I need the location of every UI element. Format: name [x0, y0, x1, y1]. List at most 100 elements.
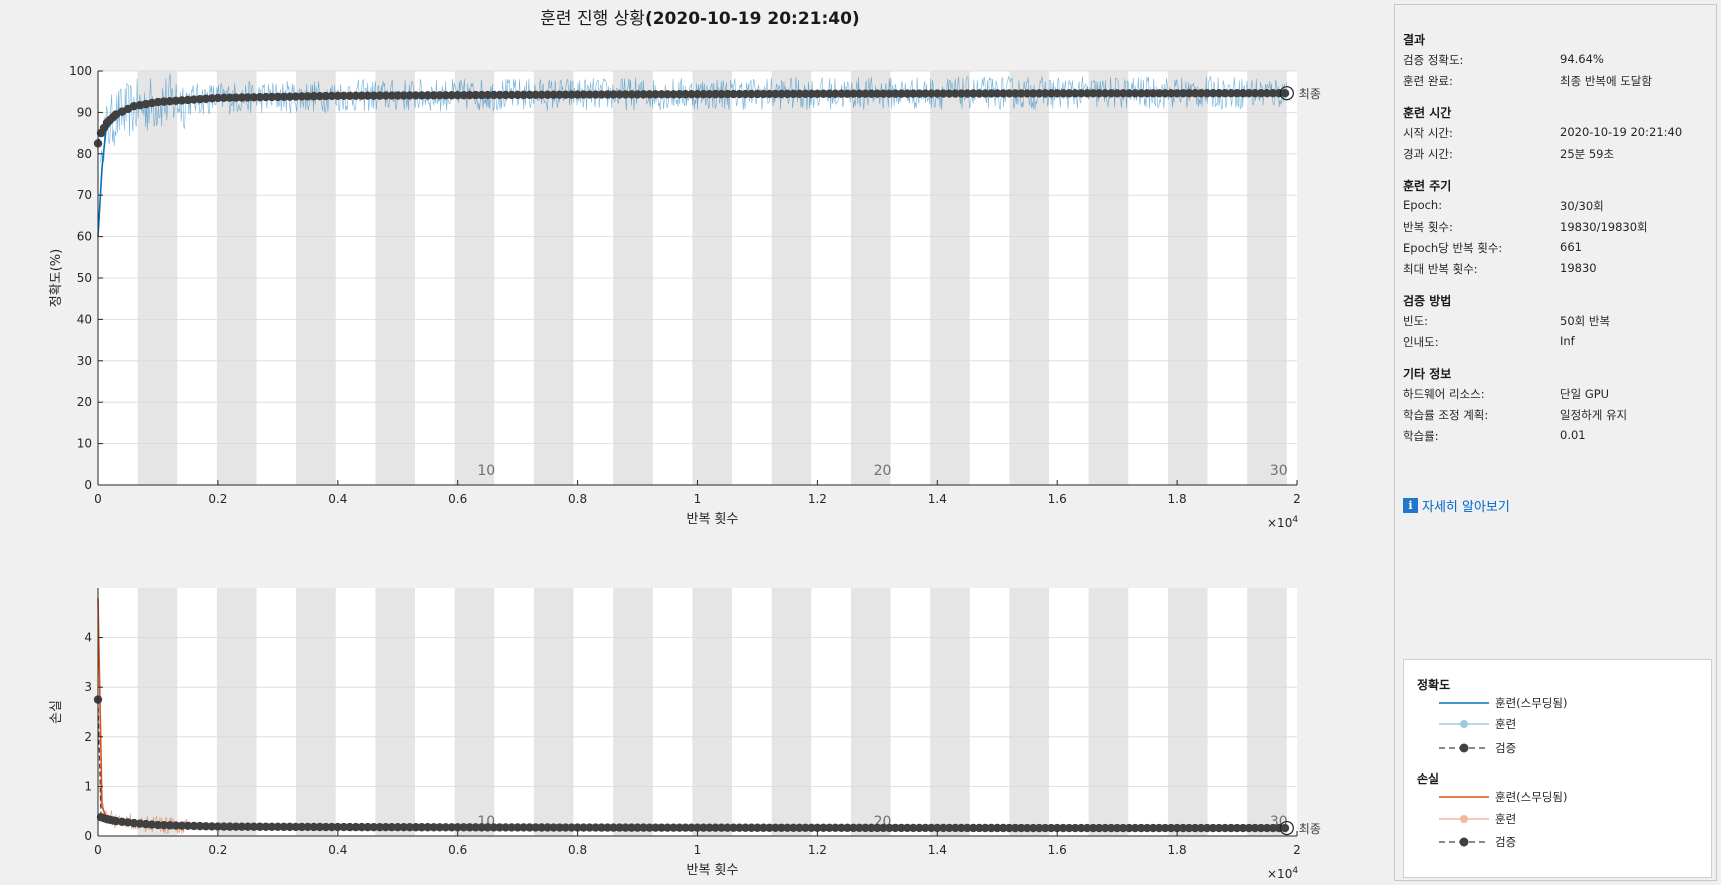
acc-validation-point: [1238, 89, 1248, 98]
acc-validation-point: [1118, 89, 1128, 98]
loss-validation-point: [1244, 823, 1254, 833]
info-label-2-0: Epoch:: [1403, 198, 1443, 212]
loss-epoch-stripe: [454, 588, 495, 836]
loss-validation-point: [237, 822, 247, 831]
loss-validation-point: [627, 823, 636, 832]
loss-validation-point: [663, 823, 672, 832]
accuracy-chart: 10 20 30 최종 0 10 20 30 40 50 60 70 80 90 100 0 0.2 0.4 0.6…: [49, 64, 1321, 530]
learn-more-link[interactable]: i 자세히 알아보기: [1403, 496, 1510, 515]
loss-validation-point: [1106, 823, 1116, 833]
loss-validation-point: [675, 823, 684, 832]
loss-validation-point: [129, 818, 139, 828]
loss-validation-point: [405, 823, 414, 832]
acc-validation-point: [975, 89, 984, 98]
loss-x-tick-label: 2: [1293, 843, 1301, 857]
loss-validation-point: [537, 823, 546, 832]
info-panel: 결과 검증 정확도: 94.64% 훈련 완료: 최종 반복에 도달함 훈련 시간 시작 시…: [1394, 4, 1717, 881]
acc-validation-point: [165, 97, 175, 106]
loss-y-tick-label: 0: [84, 829, 92, 843]
loss-x-axis-label: 반복 횟수: [687, 863, 739, 878]
acc-validation-point: [1035, 89, 1044, 98]
acc-validation-point: [591, 90, 600, 99]
acc-validation-point: [573, 90, 582, 99]
acc-validation-point: [717, 89, 726, 99]
acc-x-tick-label: 1: [694, 492, 702, 506]
loss-validation-point: [183, 821, 193, 831]
loss-epoch-stripe: [613, 588, 653, 836]
legend-box: 정확도 훈련(스무딩됨) 훈련 검증 손실 훈련(스무딩됨) 훈련 검증: [1403, 659, 1712, 878]
loss-validation-point: [375, 822, 384, 832]
loss-validation-point: [699, 823, 708, 832]
loss-validation-point: [417, 823, 426, 832]
acc-y-tick-label: 40: [77, 312, 92, 326]
loss-validation-point: [621, 823, 630, 832]
acc-validation-point: [261, 92, 271, 102]
loss-validation-point: [441, 823, 450, 832]
acc-epoch-label: 10: [477, 463, 495, 479]
acc-validation-point: [369, 91, 378, 100]
acc-validation-point: [1130, 89, 1140, 98]
loss-validation-point: [1136, 823, 1146, 833]
info-value-2-3: 19830: [1560, 261, 1597, 275]
loss-validation-point: [165, 821, 175, 830]
info-label-0-0: 검증 정확도:: [1403, 53, 1464, 67]
acc-validation-point: [333, 91, 342, 101]
loss-x-tick-label: 1.2: [808, 843, 827, 857]
loss-validation-point: [225, 822, 235, 831]
loss-epoch-stripe: [930, 588, 970, 836]
acc-validation-point: [1268, 89, 1278, 98]
acc-validation-point: [225, 93, 235, 102]
loss-final-marker: [1279, 820, 1294, 836]
loss-x-tick-label: 0.2: [208, 843, 227, 857]
info-value-1-0: 2020-10-19 20:21:40: [1560, 125, 1683, 139]
loss-validation-point: [495, 823, 504, 832]
loss-validation-point: [171, 821, 181, 830]
acc-validation-point: [1172, 89, 1182, 98]
loss-validation-point: [387, 822, 396, 832]
loss-validation-point: [1190, 823, 1200, 833]
loss-validation-point: [1160, 823, 1170, 833]
loss-validation-point: [807, 823, 816, 833]
loss-validation-point: [525, 823, 534, 832]
info-label-2-2: Epoch당 반복 횟수:: [1403, 241, 1503, 255]
loss-validation-point: [435, 823, 444, 832]
info-value-1-1: 25분 59초: [1560, 147, 1615, 161]
loss-validation-point: [567, 823, 576, 832]
loss-validation-point: [429, 823, 438, 832]
acc-x-tick-label: 0.2: [208, 492, 227, 506]
acc-validation-point: [483, 90, 492, 100]
acc-validation-point: [921, 89, 930, 98]
info-label-2-3: 최대 반복 횟수:: [1403, 262, 1478, 276]
info-label-4-2: 학습률:: [1403, 429, 1439, 443]
acc-validation-point: [981, 89, 990, 98]
loss-validation-point: [531, 823, 540, 832]
loss-validation-point: [489, 823, 498, 832]
loss-validation-point: [705, 823, 714, 832]
acc-validation-point: [867, 89, 876, 98]
acc-validation-point: [177, 96, 187, 105]
loss-epoch-stripe: [1167, 588, 1208, 836]
acc-validation-point: [489, 90, 498, 100]
acc-x-exponent-power: 4: [1292, 515, 1298, 525]
loss-validation-point: [345, 822, 354, 832]
acc-validation-point: [1190, 89, 1200, 98]
acc-validation-point: [1136, 89, 1146, 98]
acc-validation-point: [159, 97, 169, 106]
loss-validation-point: [987, 823, 996, 833]
loss-y-tick-label: 3: [84, 680, 92, 694]
info-value-2-1: 19830/19830회: [1560, 220, 1648, 234]
loss-epoch-stripe: [216, 588, 257, 836]
loss-validation-point: [1023, 823, 1032, 833]
loss-validation-point: [975, 823, 984, 833]
acc-validation-point: [897, 89, 906, 98]
acc-validation-point: [285, 92, 295, 101]
loss-validation-point: [639, 823, 648, 832]
acc-validation-point: [657, 90, 666, 99]
section-title-0: 결과: [1403, 33, 1426, 47]
loss-validation-point: [789, 823, 798, 832]
acc-validation-point: [1094, 89, 1104, 98]
acc-validation-point: [321, 91, 331, 101]
loss-validation-point: [777, 823, 786, 832]
loss-validation-point: [219, 822, 229, 831]
loss-epoch-stripe: [850, 588, 891, 836]
